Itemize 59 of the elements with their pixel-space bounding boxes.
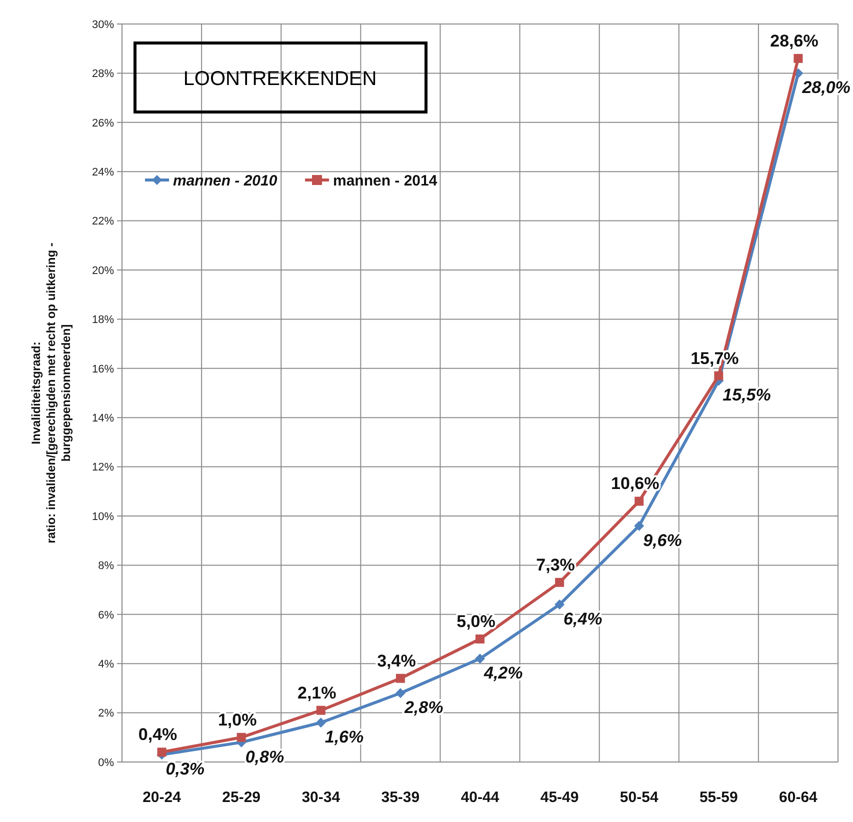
x-tick-label: 20-24 [142, 789, 182, 806]
y-tick-label: 26% [92, 117, 114, 130]
y-tick-label: 16% [92, 363, 114, 376]
legend-label: mannen - 2010 [173, 172, 278, 190]
point [236, 732, 246, 742]
point [555, 578, 564, 587]
point [316, 718, 326, 728]
x-tick-label: 55-59 [699, 789, 738, 806]
point [475, 654, 485, 664]
y-tick-label: 4% [98, 658, 114, 670]
y-tick-label: 18% [92, 314, 114, 326]
data-label: 2,8% [403, 698, 444, 718]
y-tick-label: 6% [98, 609, 114, 622]
x-tick-label: 40-44 [460, 789, 500, 806]
y-tick-label: 12% [92, 462, 114, 474]
y-tick-label: 28% [92, 68, 114, 80]
data-label: 1,0% [218, 710, 257, 730]
point [157, 748, 166, 757]
data-label: 9,6% [643, 530, 682, 550]
data-label: 5,0% [456, 612, 496, 631]
data-label: 2,1% [298, 683, 336, 702]
data-label: 28,0% [801, 78, 850, 98]
x-tick-label: 50-54 [620, 789, 659, 806]
data-label: 6,4% [564, 610, 602, 629]
data-label: 3,4% [377, 651, 416, 670]
point [634, 496, 644, 506]
y-tick-label: 14% [92, 412, 114, 424]
data-label: 0,4% [138, 725, 178, 744]
y-tick-label: 30% [92, 18, 114, 31]
y-axis-title: Invaliditeitsgraad: ratio: invaliden/[gerechigden met recht op uitkering - burggepensionneerden] [29, 242, 73, 544]
x-tick-label: 45-49 [540, 789, 579, 806]
y-tick-label: 8% [98, 560, 114, 572]
point [554, 600, 565, 610]
x-tick-label: 25-29 [222, 789, 261, 806]
point [794, 54, 803, 63]
data-label: 4,2% [483, 664, 523, 683]
y-tick-label: 2% [98, 708, 114, 720]
text: LOONTREKKENDEN [183, 68, 377, 90]
point [316, 706, 326, 715]
legend-label: mannen - 2014 [333, 172, 438, 190]
data-label: 1,6% [324, 728, 364, 747]
point [476, 634, 484, 644]
data-label: 7,3% [536, 555, 575, 574]
data-label: 0,3% [166, 760, 205, 779]
data-label: 15,5% [722, 386, 771, 405]
y-tick-label: 20% [92, 264, 114, 277]
point [396, 674, 405, 683]
y-tick-label: 24% [92, 166, 114, 178]
data-label: 0,8% [245, 747, 284, 766]
y-tick-label: 10% [92, 510, 114, 523]
y-tick-label: 0% [98, 756, 114, 769]
y-tick-label: 22% [92, 216, 114, 228]
x-tick-label: 30-34 [302, 789, 341, 806]
data-label: 28,6% [770, 31, 818, 50]
x-tick-label: 35-39 [381, 789, 420, 806]
point [714, 371, 724, 380]
point [634, 520, 644, 531]
x-tick-label: 60-64 [779, 789, 818, 806]
point [395, 688, 406, 698]
